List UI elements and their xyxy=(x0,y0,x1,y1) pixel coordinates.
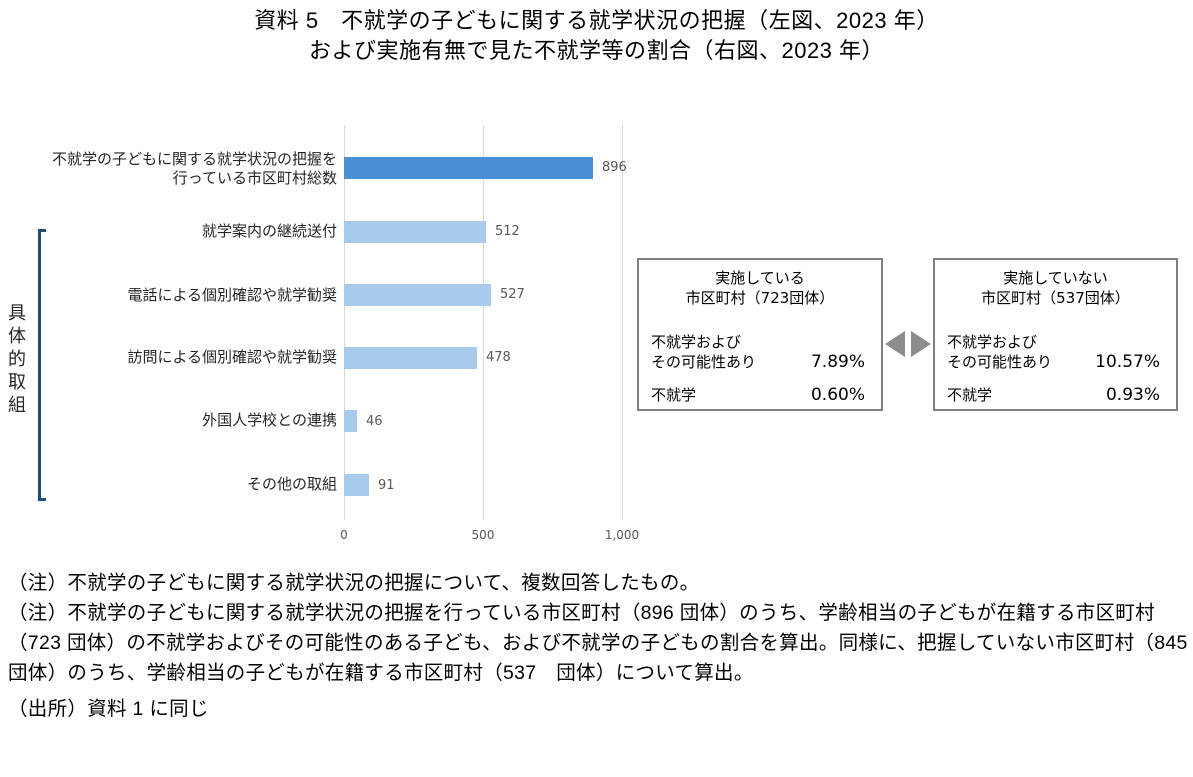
bar-item xyxy=(344,410,357,432)
category-label: 外国人学校との連携 xyxy=(202,411,337,429)
bar-item xyxy=(344,347,477,369)
box-not-implemented: 実施していない 市区町村（537団体） 不就学および その可能性あり 10.57… xyxy=(933,258,1178,411)
footnotes: （注）不就学の子どもに関する就学状況の把握について、複数回答したもの。 （注）不… xyxy=(8,568,1193,724)
row-value-possible: 7.89% xyxy=(810,352,865,372)
title-line-1: 資料 5 不就学の子どもに関する就学状況の把握（左図、2023 年） xyxy=(254,8,939,33)
bracket-label-text: 具体的取組 xyxy=(8,303,26,416)
row-label-possible: 不就学および その可能性あり xyxy=(651,332,756,372)
box-header: 実施している 市区町村（723団体） xyxy=(639,268,881,308)
row-label-possible: 不就学および その可能性あり xyxy=(947,332,1052,372)
source-note: （出所）資料 1 に同じ xyxy=(8,698,209,720)
value-label: 91 xyxy=(378,478,395,493)
bar-total xyxy=(344,157,593,179)
row-label-line: 不就学および xyxy=(651,333,742,351)
value-label: 527 xyxy=(500,287,525,302)
value-label: 478 xyxy=(486,350,511,365)
box-header-line: 市区町村（723団体） xyxy=(685,289,835,307)
row-label-line: 不就学および xyxy=(947,333,1038,351)
box-header: 実施していない 市区町村（537団体） xyxy=(935,268,1176,308)
arrow-left-icon xyxy=(885,331,905,357)
value-label: 46 xyxy=(366,414,383,429)
box-header-line: 実施していない xyxy=(1003,269,1108,287)
box-header-line: 実施している xyxy=(715,269,805,287)
note-1: （注）不就学の子どもに関する就学状況の把握について、複数回答したもの。 xyxy=(8,572,700,594)
note-2: （注）不就学の子どもに関する就学状況の把握を行っている市区町村（896 団体）の… xyxy=(8,602,1193,684)
row-label-nonattendance: 不就学 xyxy=(651,386,697,404)
row-value-nonattendance: 0.93% xyxy=(1105,385,1160,405)
row-value-nonattendance: 0.60% xyxy=(810,385,865,405)
category-label: 電話による個別確認や就学勧奨 xyxy=(127,286,337,304)
category-label-total: 不就学の子どもに関する就学状況の把握を 行っている市区町村総数 xyxy=(52,150,337,188)
gridline-1000 xyxy=(622,125,623,520)
category-label-line: 不就学の子どもに関する就学状況の把握を xyxy=(51,150,337,168)
category-label: 就学案内の継続送付 xyxy=(201,222,337,240)
bracket-label: 具体的取組 xyxy=(6,302,28,417)
x-tick-label: 0 xyxy=(340,528,348,542)
arrow-right-icon xyxy=(911,331,931,357)
bar-item xyxy=(344,221,486,243)
row-label-nonattendance: 不就学 xyxy=(947,386,993,404)
row-label-line: その可能性あり xyxy=(947,353,1053,371)
box-implemented: 実施している 市区町村（723団体） 不就学および その可能性あり 7.89% … xyxy=(637,258,883,411)
category-label: その他の取組 xyxy=(246,475,337,493)
category-label-line: 行っている市区町村総数 xyxy=(172,169,337,187)
row-value-possible: 10.57% xyxy=(1095,352,1160,372)
bar-item xyxy=(344,474,369,496)
x-tick-label: 1,000 xyxy=(604,528,640,542)
box-header-line: 市区町村（537団体） xyxy=(981,289,1130,307)
category-label: 訪問による個別確認や就学勧奨 xyxy=(127,348,337,366)
bar-item xyxy=(344,284,491,306)
title-line-2: および実施有無で見た不就学等の割合（右図、2023 年） xyxy=(308,38,885,63)
x-tick-label: 500 xyxy=(471,528,495,542)
group-bracket xyxy=(38,229,46,501)
value-label: 896 xyxy=(602,160,627,175)
gridline-0 xyxy=(344,125,345,520)
row-label-line: その可能性あり xyxy=(651,353,757,371)
value-label: 512 xyxy=(495,224,520,239)
gridline-500 xyxy=(483,125,484,520)
